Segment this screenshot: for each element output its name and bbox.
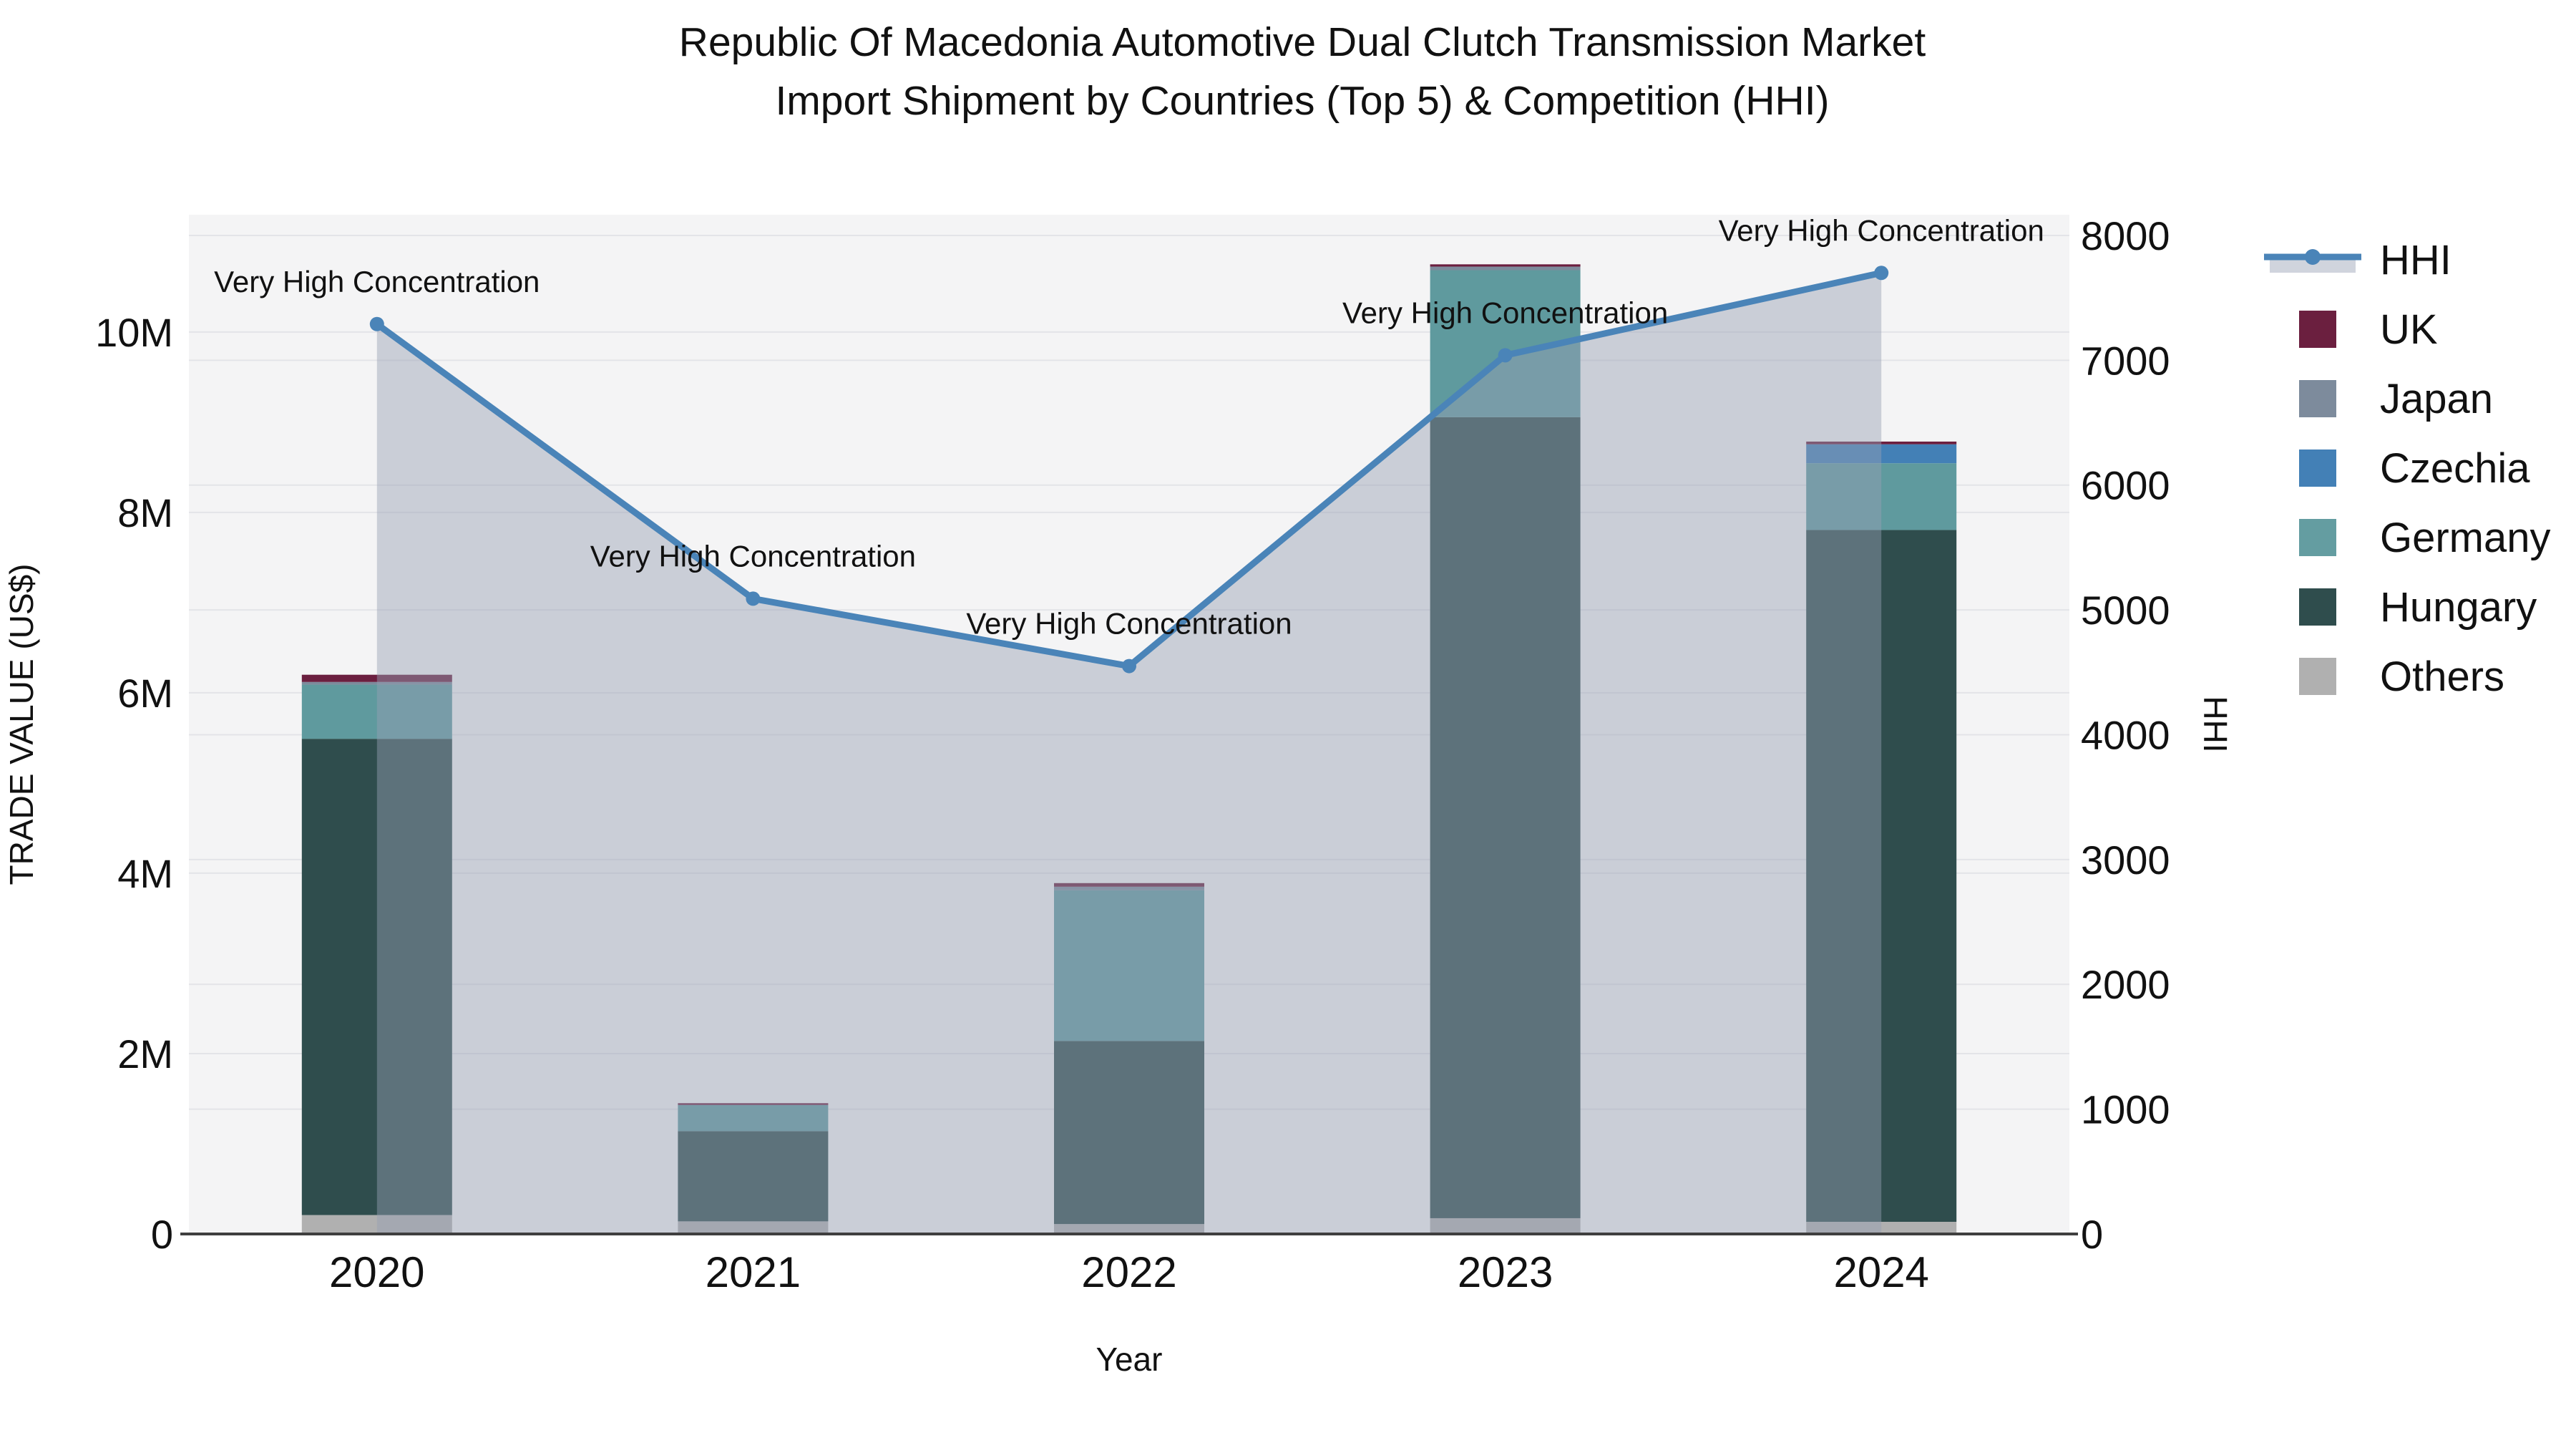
legend-label-hhi: HHI [2380, 237, 2451, 283]
legend-swatch-czechia [2299, 449, 2336, 487]
bar-segment-others-2020 [301, 1215, 452, 1234]
legend-label-japan: Japan [2380, 376, 2493, 422]
legend-swatch-hungary [2299, 588, 2336, 626]
y-right-axis-title: HHI [2197, 696, 2234, 752]
hhi-marker-2022 [1122, 659, 1136, 674]
bar-segment-others-2024 [1806, 1221, 1957, 1234]
bar-segment-hungary-2024 [1806, 530, 1957, 1222]
bar-segment-germany-2020 [301, 684, 452, 739]
bar-segment-germany-2024 [1806, 463, 1957, 530]
y-left-tick-label: 6M [117, 671, 173, 716]
legend-item-germany[interactable]: Germany [2299, 515, 2551, 561]
y-right-tick-label: 7000 [2081, 338, 2170, 383]
x-tick-label-2022: 2022 [1081, 1248, 1176, 1296]
y-left-tick-label: 0 [151, 1212, 173, 1257]
bar-series-group [301, 264, 1957, 1234]
chart-title-line2: Import Shipment by Countries (Top 5) & C… [775, 78, 1829, 124]
legend-label-germany: Germany [2380, 515, 2551, 561]
legend-label-hungary: Hungary [2380, 584, 2537, 631]
x-axis-title: Year [1096, 1341, 1163, 1378]
legend-item-japan[interactable]: Japan [2299, 376, 2493, 422]
y-left-tick-label: 8M [117, 490, 173, 535]
bar-segment-germany-2022 [1054, 890, 1204, 1041]
y-right-tick-label: 3000 [2081, 837, 2170, 883]
legend-item-others[interactable]: Others [2299, 653, 2504, 700]
bar-segment-japan-2023 [1430, 266, 1581, 271]
y-right-tick-label: 8000 [2081, 213, 2170, 258]
legend-swatch-japan [2299, 380, 2336, 417]
bar-segment-uk-2023 [1430, 264, 1581, 267]
hhi-marker-2020 [369, 316, 384, 331]
bar-segment-japan-2020 [301, 681, 452, 685]
y-right-tick-label: 6000 [2081, 463, 2170, 508]
bar-segment-hungary-2023 [1430, 417, 1581, 1218]
hhi-area-fill [376, 273, 1882, 1234]
legend-item-hhi[interactable]: HHI [2264, 237, 2451, 283]
y-right-tick-label: 5000 [2081, 588, 2170, 633]
bar-segment-others-2023 [1430, 1218, 1581, 1234]
legend: HHI UK Japan Czechia Germany Hungary Others [2264, 237, 2551, 700]
bar-segment-uk-2024 [1806, 441, 1957, 444]
annotation-2024: Very High Concentration [1719, 213, 2044, 247]
y-left-tick-label: 10M [95, 310, 173, 355]
bar-segment-hungary-2022 [1054, 1041, 1204, 1225]
y-right-tick-label: 0 [2081, 1212, 2103, 1257]
legend-swatch-others [2299, 658, 2336, 695]
bar-segment-uk-2022 [1054, 883, 1204, 887]
legend-label-czechia: Czechia [2380, 445, 2530, 492]
x-tick-label-2021: 2021 [706, 1248, 801, 1296]
legend-swatch-germany [2299, 519, 2336, 556]
y-right-tick-label: 4000 [2081, 712, 2170, 757]
bar-segment-hungary-2020 [301, 739, 452, 1215]
y-right-tick-label: 1000 [2081, 1087, 2170, 1132]
bar-segment-uk-2021 [678, 1103, 829, 1105]
bar-segment-uk-2020 [301, 674, 452, 682]
x-tick-label-2023: 2023 [1458, 1248, 1553, 1296]
legend-item-hungary[interactable]: Hungary [2299, 584, 2537, 631]
legend-hhi-marker-sample [2305, 249, 2321, 265]
bar-segment-japan-2022 [1054, 886, 1204, 890]
legend-item-uk[interactable]: UK [2299, 306, 2438, 353]
annotation-2022: Very High Concentration [966, 607, 1292, 641]
bar-segment-germany-2021 [678, 1104, 829, 1132]
hhi-marker-2023 [1498, 348, 1513, 363]
legend-item-czechia[interactable]: Czechia [2299, 445, 2530, 492]
x-tick-label-2020: 2020 [329, 1248, 424, 1296]
gridlines [189, 234, 2069, 1110]
y-left-tick-label: 4M [117, 851, 173, 896]
chart-title-line1: Republic Of Macedonia Automotive Dual Cl… [679, 19, 1926, 65]
hhi-marker-2024 [1874, 266, 1889, 281]
hhi-marker-2021 [746, 591, 761, 606]
bar-segment-hungary-2021 [678, 1131, 829, 1222]
y-right-tick-label: 2000 [2081, 962, 2170, 1007]
annotation-2020: Very High Concentration [214, 265, 540, 298]
bar-segment-czechia-2024 [1806, 444, 1957, 464]
legend-label-others: Others [2380, 653, 2504, 700]
x-tick-label-2024: 2024 [1833, 1248, 1928, 1296]
bar-segment-others-2021 [678, 1221, 829, 1234]
legend-label-uk: UK [2380, 306, 2438, 353]
bar-segment-others-2022 [1054, 1224, 1204, 1234]
annotation-2023: Very High Concentration [1342, 296, 1668, 329]
y-left-tick-label: 2M [117, 1031, 173, 1077]
legend-swatch-uk [2299, 311, 2336, 348]
annotation-2021: Very High Concentration [590, 539, 916, 573]
y-left-axis-title: TRADE VALUE (US$) [3, 563, 40, 885]
